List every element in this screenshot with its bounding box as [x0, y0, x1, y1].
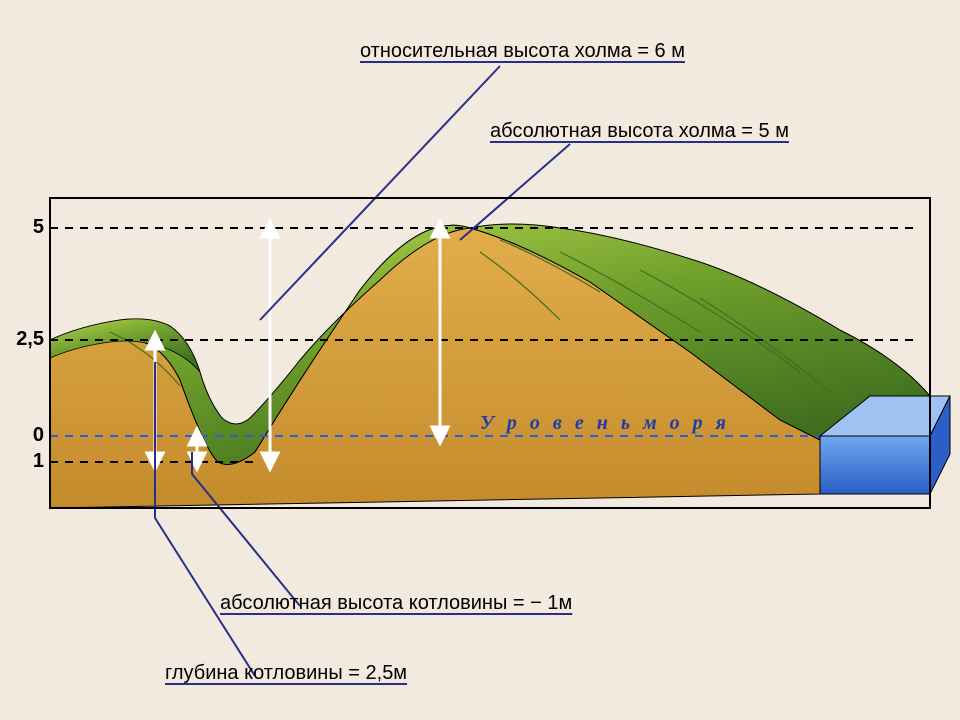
- label-relative-height: относительная высота холма = 6 м: [360, 40, 685, 63]
- axis-tick-5: 5: [0, 216, 44, 239]
- label-absolute-height: абсолютная высота холма = 5 м: [490, 120, 789, 143]
- sea-front: [820, 436, 930, 494]
- label-basin-depth: глубина котловины = 2,5м: [165, 662, 407, 685]
- sea-level-text: У р о в е н ь м о р я: [480, 412, 730, 435]
- diagram-stage: 5 2,5 0 1 относительная высота холма = 6…: [0, 0, 960, 720]
- axis-tick-2p5: 2,5: [0, 328, 44, 351]
- axis-tick-1: 1: [0, 450, 44, 473]
- axis-tick-0: 0: [0, 424, 44, 447]
- label-absolute-basin: абсолютная высота котловины = − 1м: [220, 592, 572, 615]
